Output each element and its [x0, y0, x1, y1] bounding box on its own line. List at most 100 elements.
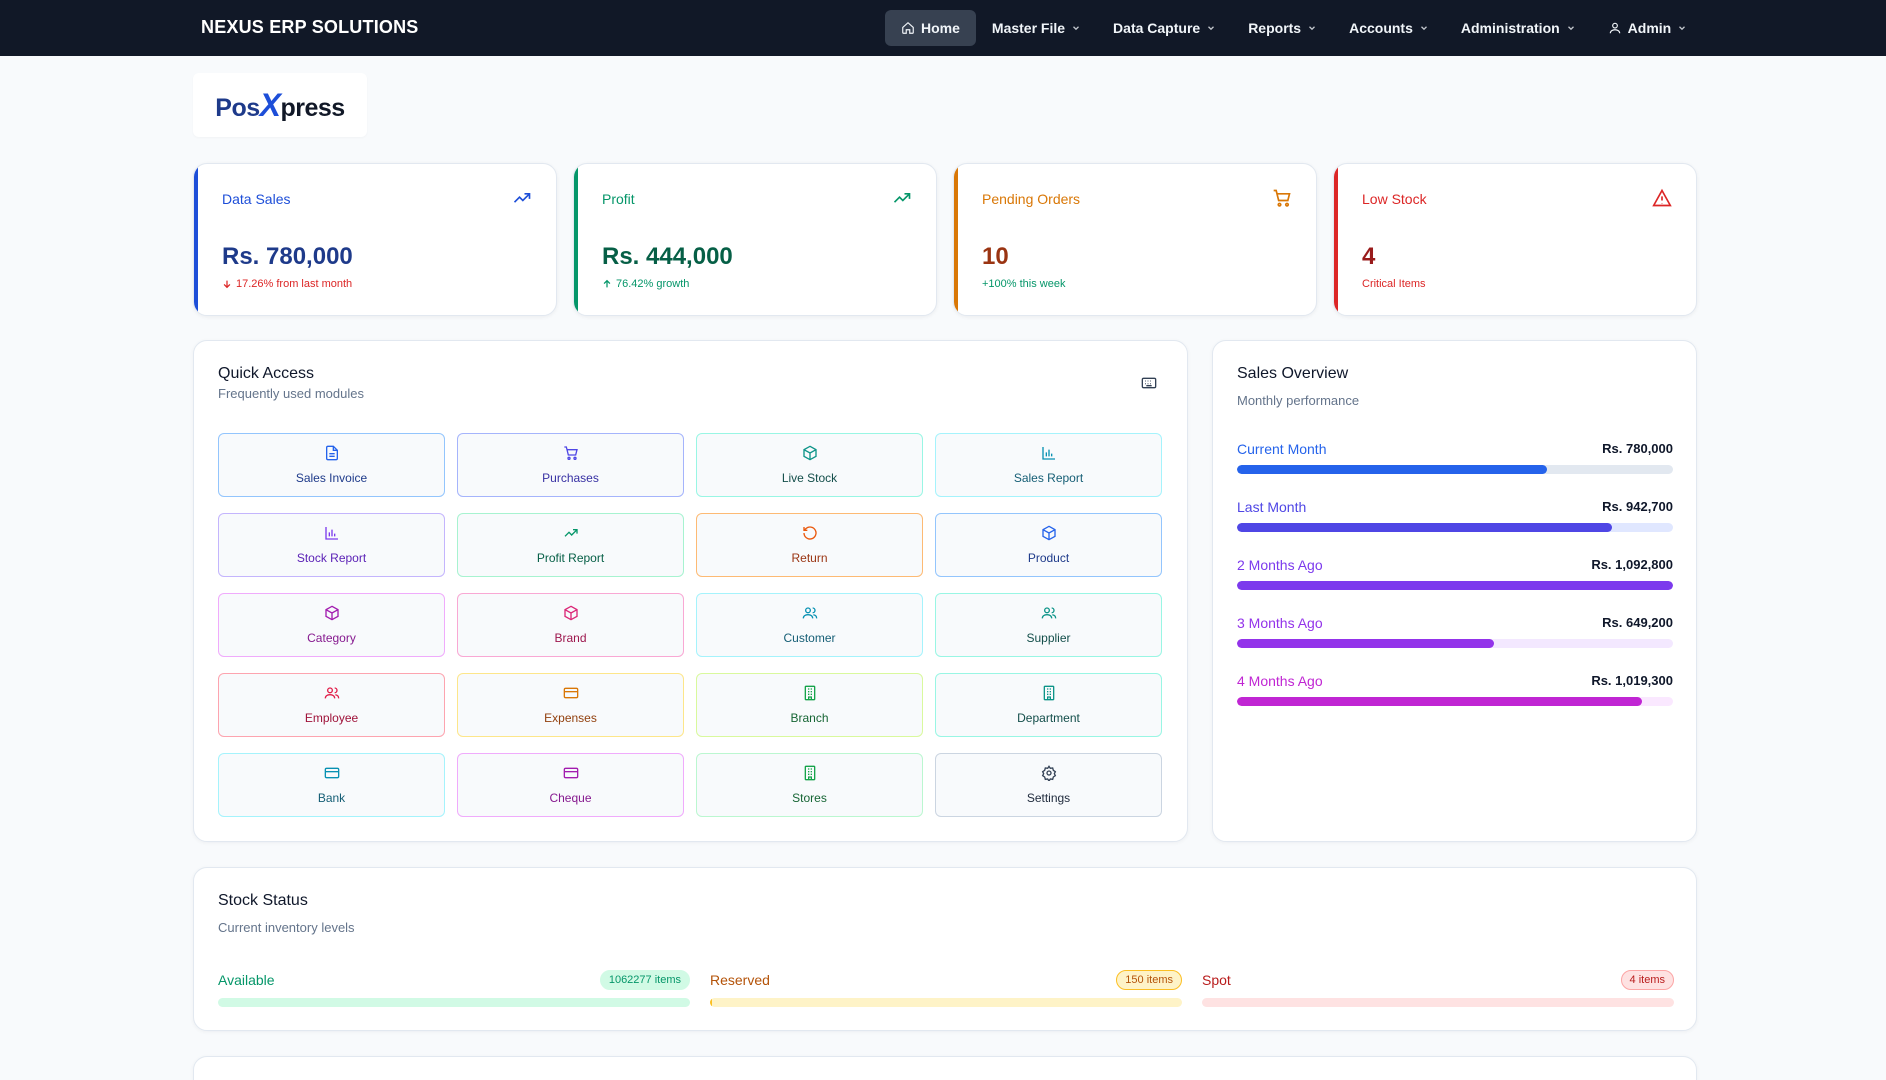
stock-status-label: Spot [1202, 972, 1231, 988]
stock-status-item: Reserved 150 items [710, 970, 1182, 1007]
stock-count-badge: 4 items [1620, 970, 1674, 990]
user-menu-label: Admin [1627, 20, 1672, 36]
tile-label: Department [1017, 711, 1080, 725]
menu-administration-label: Administration [1460, 20, 1560, 36]
tile-brand[interactable]: Brand [457, 593, 684, 657]
stat-card-profit: Profit Rs. 444,000 76.42% growth [573, 163, 937, 316]
sales-period-label: Current Month [1237, 441, 1327, 457]
menu-reports[interactable]: Reports [1232, 10, 1333, 46]
tile-cheque[interactable]: Cheque [457, 753, 684, 817]
bar-chart-icon [324, 527, 338, 540]
trending-up-icon [893, 193, 911, 203]
sales-overview-row: 3 Months Ago Rs. 649,200 [1237, 615, 1673, 648]
tile-expenses[interactable]: Expenses [457, 673, 684, 737]
stock-count-badge: 150 items [1116, 970, 1182, 990]
tile-sales-invoice[interactable]: Sales Invoice [218, 433, 445, 497]
building-icon [804, 685, 815, 701]
tile-employee[interactable]: Employee [218, 673, 445, 737]
tile-settings[interactable]: Settings [935, 753, 1162, 817]
stock-progress-fill [218, 998, 690, 1007]
arrow-down-icon [223, 280, 231, 289]
stat-change: 76.42% growth [602, 278, 689, 290]
brand-name[interactable]: NEXUS ERP SOLUTIONS [201, 17, 419, 37]
tile-stores[interactable]: Stores [696, 753, 923, 817]
trending-up-icon [513, 193, 531, 203]
menu-master-file[interactable]: Master File [976, 10, 1097, 46]
stat-label: Low Stock [1362, 191, 1427, 207]
tile-branch[interactable]: Branch [696, 673, 923, 737]
stock-count-badge: 1062277 items [599, 970, 690, 990]
tile-supplier[interactable]: Supplier [935, 593, 1162, 657]
menu-home-label: Home [921, 20, 960, 36]
stock-status-item: Available 1062277 items [218, 970, 690, 1007]
building-icon [804, 765, 815, 781]
chevron-down-icon [1420, 26, 1427, 31]
tile-customer[interactable]: Customer [696, 593, 923, 657]
users-icon [324, 687, 339, 699]
arrow-up-icon [603, 279, 611, 288]
stat-value: 4 [1362, 243, 1376, 270]
building-icon [1043, 685, 1054, 701]
tile-category[interactable]: Category [218, 593, 445, 657]
stock-progress-track [1202, 998, 1674, 1007]
quick-access-subtitle: Frequently used modules [218, 386, 364, 401]
sales-period-label: 2 Months Ago [1237, 557, 1323, 573]
stock-status-title: Stock Status [218, 892, 308, 909]
tile-bank[interactable]: Bank [218, 753, 445, 817]
users-icon [802, 607, 817, 619]
sales-period-value: Rs. 780,000 [1602, 441, 1673, 456]
sales-overview-row: Current Month Rs. 780,000 [1237, 441, 1673, 474]
sales-period-label: 3 Months Ago [1237, 615, 1323, 631]
stock-status-label: Available [218, 972, 275, 988]
stat-change-text: 76.42% growth [616, 278, 690, 290]
menu-administration[interactable]: Administration [1445, 10, 1592, 46]
menu-home[interactable]: Home [885, 10, 976, 46]
stat-change-text: +100% this week [982, 278, 1066, 290]
tile-label: Employee [304, 711, 359, 725]
file-icon [325, 445, 338, 461]
tile-sales-report[interactable]: Sales Report [935, 433, 1162, 497]
bar-chart-icon [1041, 447, 1055, 460]
chevron-down-icon [1073, 26, 1079, 31]
tile-label: Branch [790, 711, 829, 725]
tile-label: Live Stock [781, 471, 838, 485]
sales-period-value: Rs. 1,019,300 [1591, 673, 1673, 688]
stat-card-data-sales: Data Sales Rs. 780,000 17.26% from last … [193, 163, 557, 316]
sales-progress-track [1237, 581, 1673, 590]
stat-change: +100% this week [982, 278, 1065, 290]
bottom-panel [193, 1056, 1697, 1080]
stat-label: Profit [602, 191, 635, 207]
sales-progress-track [1237, 697, 1673, 706]
sales-progress-fill [1237, 697, 1643, 706]
top-navbar: NEXUS ERP SOLUTIONS Home Master File Dat… [0, 0, 1886, 56]
chevron-down-icon [1309, 26, 1316, 31]
tile-label: Customer [783, 631, 836, 645]
tile-purchases[interactable]: Purchases [457, 433, 684, 497]
stat-label: Data Sales [222, 191, 291, 207]
stat-change-text: Critical Items [1362, 278, 1426, 290]
tile-stock-report[interactable]: Stock Report [218, 513, 445, 577]
logo-part-x: X [259, 86, 281, 123]
stat-change: 17.26% from last month [222, 278, 352, 290]
tile-department[interactable]: Department [935, 673, 1162, 737]
sales-period-label: Last Month [1237, 499, 1307, 515]
tile-label: Supplier [1026, 631, 1071, 645]
logo-part-pos: Pos [215, 93, 260, 122]
box-icon [324, 605, 339, 621]
tile-profit-report[interactable]: Profit Report [457, 513, 684, 577]
sales-progress-track [1237, 523, 1673, 532]
sales-overview-row: 2 Months Ago Rs. 1,092,800 [1237, 557, 1673, 590]
tile-return[interactable]: Return [696, 513, 923, 577]
menu-accounts[interactable]: Accounts [1333, 10, 1445, 46]
keyboard-icon[interactable] [1141, 375, 1157, 391]
sales-progress-track [1237, 465, 1673, 474]
stat-change: Critical Items [1362, 278, 1426, 290]
user-menu[interactable]: Admin [1592, 10, 1704, 46]
tile-live-stock[interactable]: Live Stock [696, 433, 923, 497]
menu-data-capture[interactable]: Data Capture [1097, 10, 1232, 46]
tile-product[interactable]: Product [935, 513, 1162, 577]
tile-label: Sales Invoice [295, 471, 368, 485]
tile-label: Profit Report [536, 551, 605, 565]
tile-label: Purchases [542, 471, 599, 485]
sales-progress-track [1237, 639, 1673, 648]
